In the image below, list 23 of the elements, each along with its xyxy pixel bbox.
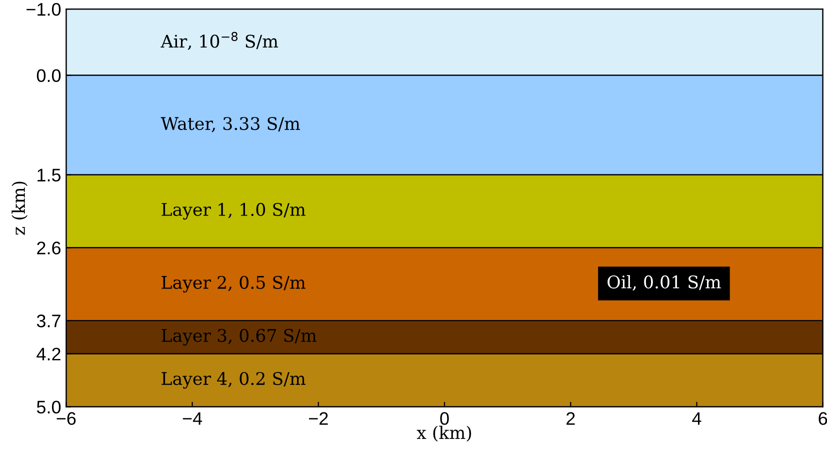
y-tick-label: −1.0 (26, 2, 61, 16)
band-label: Layer 3, 0.67 S/m (162, 328, 317, 346)
x-axis-title: x (km) (416, 426, 472, 442)
band-label: Layer 1, 1.0 S/m (162, 202, 306, 220)
band-label: Layer 2, 0.5 S/m (162, 276, 306, 293)
y-axis-title: z (km) (12, 182, 28, 235)
x-tick-label: 6 (818, 412, 827, 425)
band-label: Water, 3.33 S/m (160, 116, 300, 132)
y-tick-label: 3.7 (36, 314, 60, 328)
y-tick-label: 2.6 (37, 242, 61, 254)
y-tick-label: 4.2 (36, 348, 60, 360)
band-label: Air, 10$^{−8}$ S/m (160, 32, 278, 50)
x-tick-label: −4 (182, 412, 202, 425)
x-tick-label: 4 (692, 412, 702, 425)
y-tick-label: 0.0 (36, 69, 61, 82)
y-tick-label: 5.0 (36, 400, 61, 414)
annotation: Oil, 0.01 S/m (608, 275, 721, 291)
x-tick-label: −6 (56, 412, 76, 425)
y-tick-label: 1.5 (38, 168, 61, 182)
x-tick-label: 2 (566, 412, 575, 425)
x-tick-label: −2 (308, 412, 328, 425)
band-label: Layer 4, 0.2 S/m (162, 372, 306, 389)
x-tick-label: 0 (440, 412, 449, 425)
